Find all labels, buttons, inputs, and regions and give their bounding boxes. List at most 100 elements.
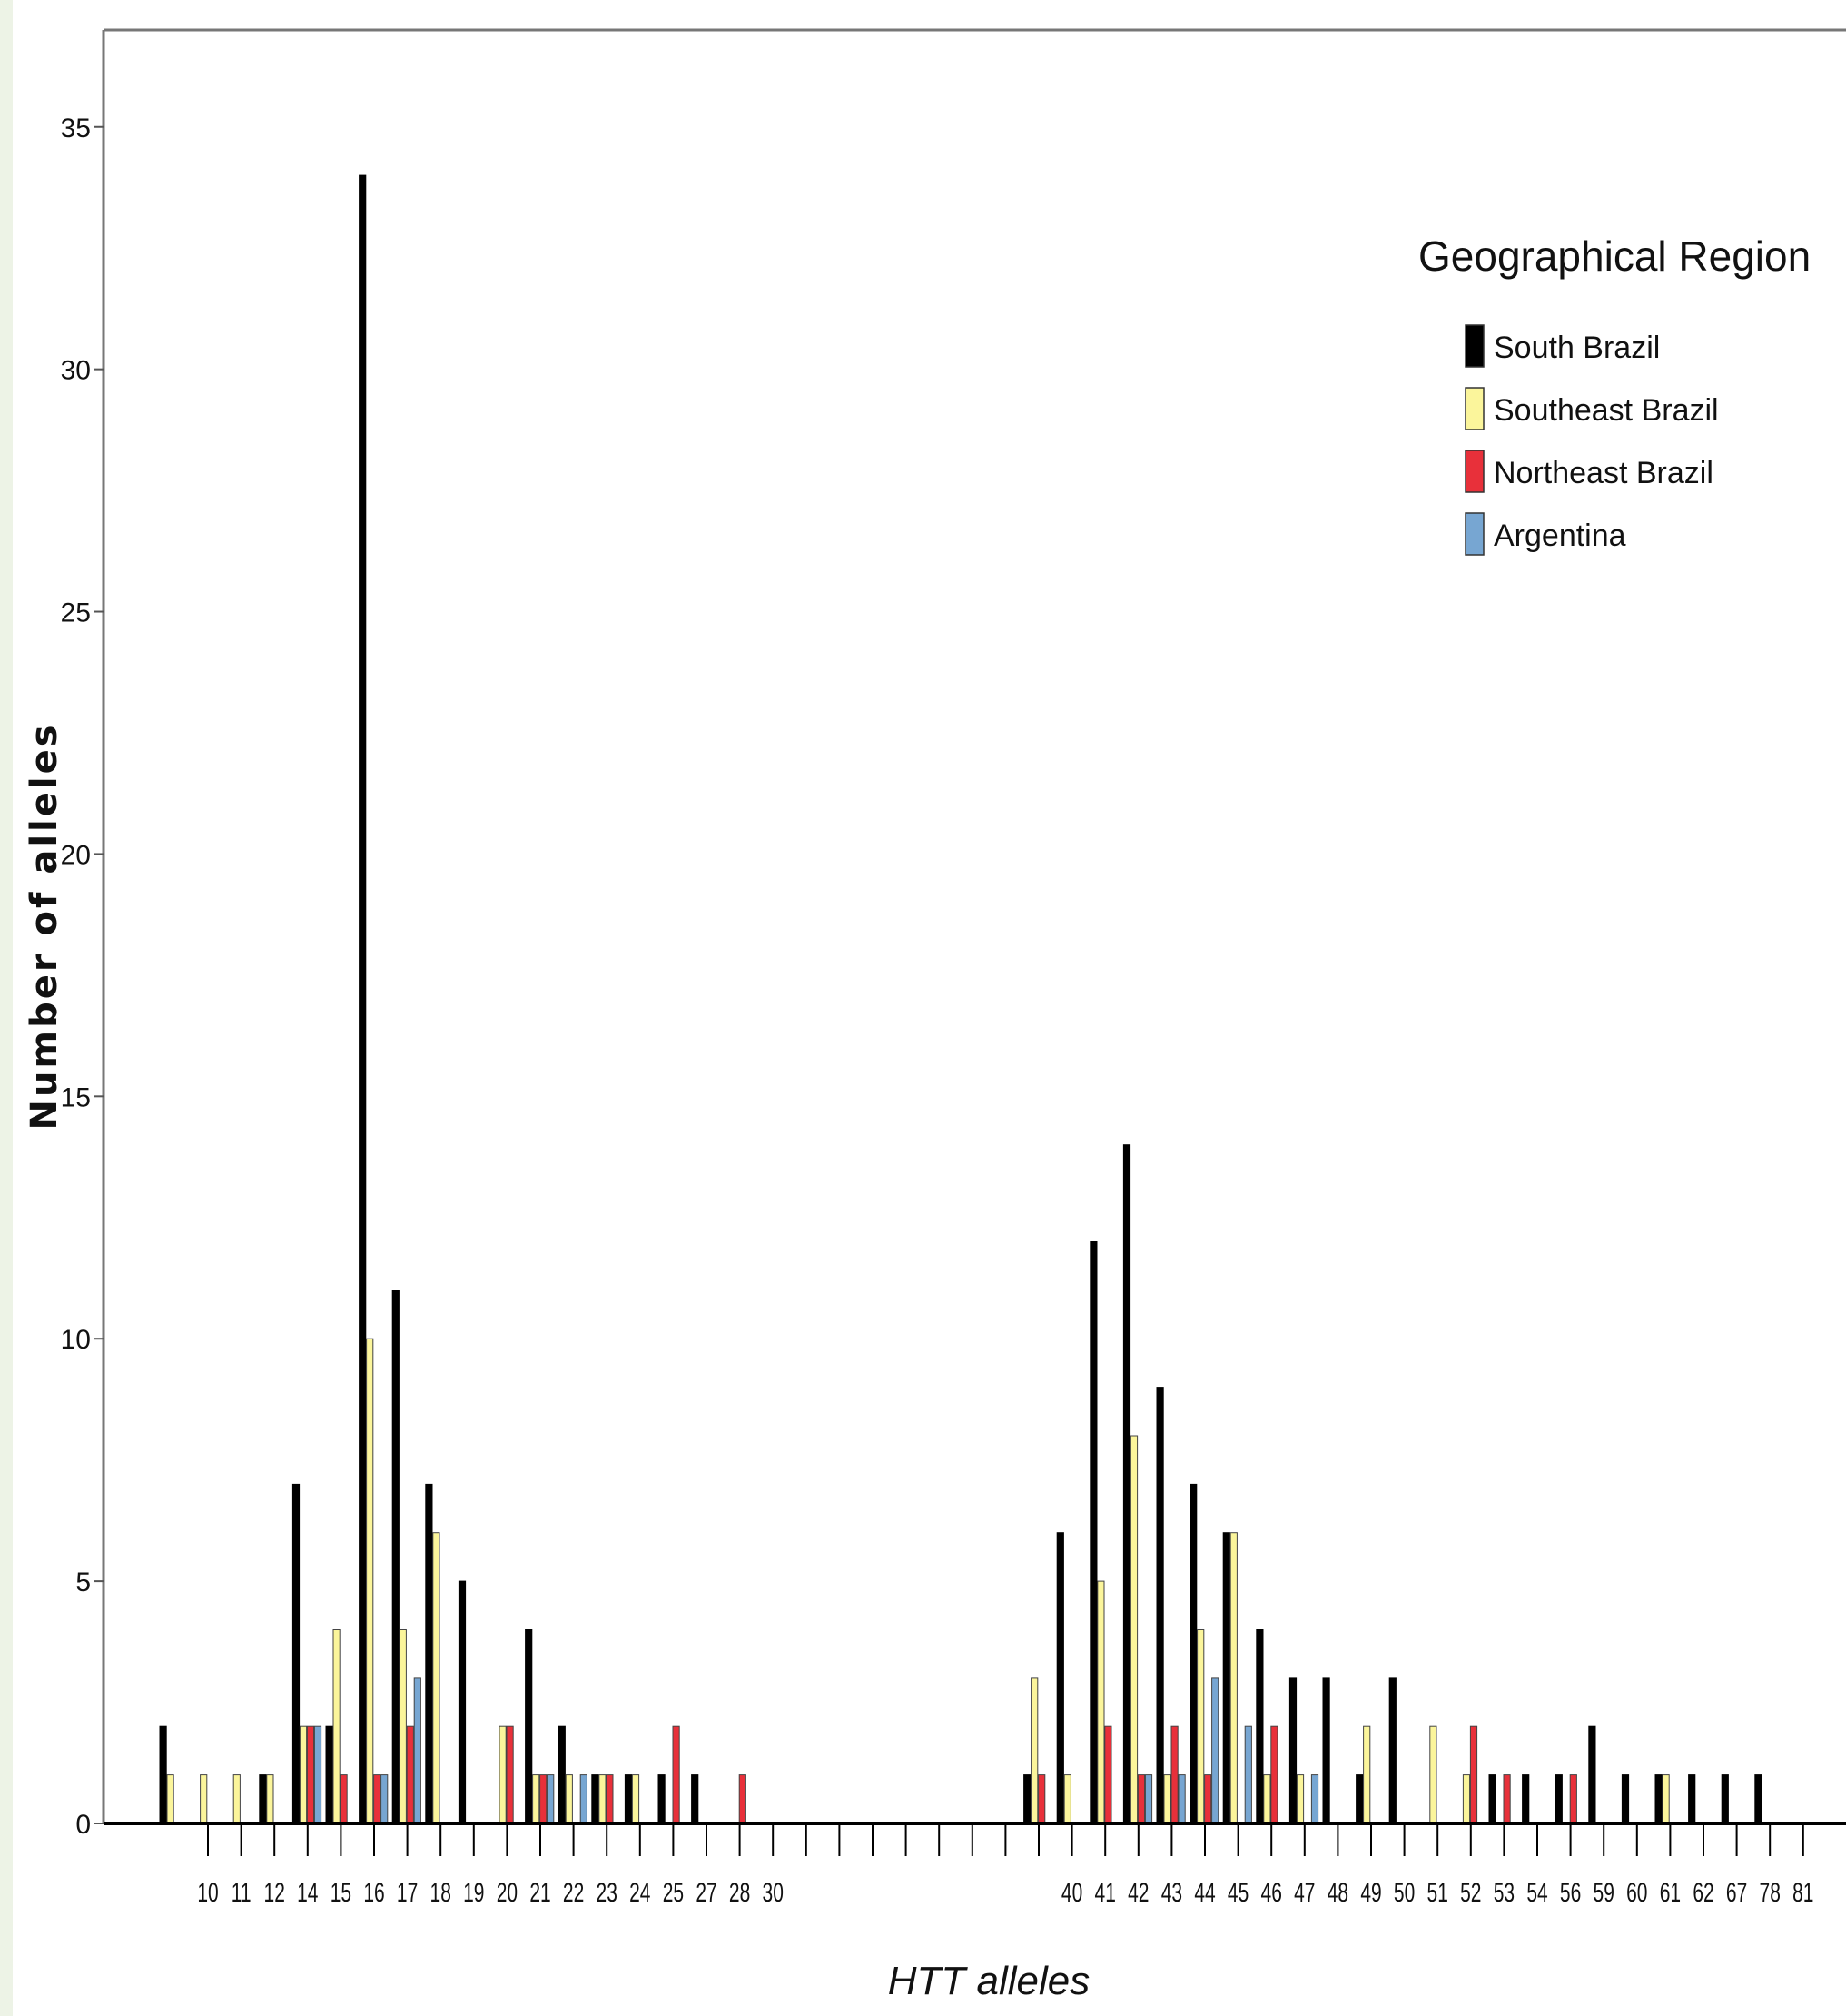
- bar-northeast-brazil-18: [406, 1725, 414, 1824]
- bar-northeast-brazil-21: [506, 1725, 514, 1824]
- bar-south-brazil-41: [1056, 1532, 1064, 1824]
- bar-southeast-brazil-41: [1063, 1774, 1071, 1824]
- bar-south-brazil-24: [591, 1774, 599, 1824]
- bar-southeast-brazil-17: [366, 1338, 374, 1824]
- y-tick-label: 20: [61, 840, 91, 870]
- x-tick-label: 40: [1061, 1879, 1082, 1908]
- bar-argentina-15: [313, 1725, 322, 1824]
- bar-south-brazil-28: [691, 1774, 699, 1824]
- bar-argentina-45: [1211, 1677, 1219, 1824]
- bar-southeast-brazil-25: [631, 1774, 640, 1824]
- bar-southeast-brazil-11: [200, 1774, 208, 1824]
- bar-northeast-brazil-53: [1469, 1725, 1478, 1824]
- x-tick-label: 46: [1261, 1879, 1282, 1908]
- bar-argentina-48: [1310, 1774, 1319, 1824]
- bar-argentina-23: [579, 1774, 587, 1824]
- bar-southeast-brazil-19: [432, 1532, 440, 1824]
- bar-south-brazil-48: [1288, 1677, 1298, 1824]
- bar-south-brazil-18: [391, 1290, 400, 1824]
- x-tick-label: 53: [1494, 1879, 1515, 1908]
- bar-south-brazil-50: [1356, 1774, 1364, 1824]
- bar-argentina-17: [380, 1774, 389, 1824]
- bar-south-brazil-67: [1688, 1774, 1696, 1824]
- bar-southeast-brazil-22: [532, 1774, 540, 1824]
- bar-southeast-brazil-46: [1229, 1532, 1238, 1824]
- bar-southeast-brazil-42: [1097, 1580, 1105, 1824]
- bar-south-brazil-44: [1156, 1387, 1164, 1824]
- legend-swatch-northeast-brazil: [1465, 450, 1485, 493]
- bar-south-brazil-45: [1190, 1483, 1198, 1824]
- bar-south-brazil-43: [1122, 1144, 1131, 1824]
- bar-northeast-brazil-54: [1503, 1774, 1511, 1824]
- bar-south-brazil-40: [1023, 1774, 1032, 1824]
- bar-south-brazil-54: [1488, 1774, 1496, 1824]
- bar-south-brazil-81: [1754, 1774, 1762, 1824]
- x-tick-label: 24: [629, 1879, 650, 1908]
- bar-south-brazil-49: [1322, 1677, 1330, 1824]
- bar-southeast-brazil-45: [1197, 1629, 1205, 1824]
- x-tick-label: 14: [297, 1879, 318, 1908]
- bar-southeast-brazil-62: [1662, 1774, 1670, 1824]
- bar-south-brazil-78: [1721, 1774, 1729, 1824]
- bar-southeast-brazil-14: [266, 1774, 274, 1824]
- x-tick-label: 11: [232, 1879, 252, 1908]
- bar-northeast-brazil-15: [306, 1725, 315, 1824]
- bar-argentina-18: [413, 1677, 421, 1824]
- y-tick-label: 15: [61, 1082, 91, 1112]
- x-tick-label: 42: [1128, 1879, 1149, 1908]
- legend: Geographical Region South Brazil Southeas…: [1418, 232, 1811, 556]
- bar-south-brazil-17: [359, 174, 367, 1824]
- bar-northeast-brazil-40: [1038, 1774, 1046, 1824]
- x-tick-label: 17: [397, 1879, 418, 1908]
- bar-northeast-brazil-45: [1204, 1774, 1212, 1824]
- x-tick-label: 41: [1095, 1879, 1116, 1908]
- x-tick-label: 52: [1460, 1879, 1481, 1908]
- bar-northeast-brazil-43: [1137, 1774, 1146, 1824]
- bar-south-brazil-27: [657, 1774, 666, 1824]
- bar-south-brazil-51: [1388, 1677, 1397, 1824]
- x-tick-label: 60: [1626, 1879, 1647, 1908]
- legend-swatch-south-brazil: [1465, 324, 1485, 368]
- bar-southeast-brazil-53: [1462, 1774, 1471, 1824]
- x-tick-label: 20: [497, 1879, 518, 1908]
- bar-northeast-brazil-17: [373, 1774, 381, 1824]
- legend-title: Geographical Region: [1418, 232, 1811, 280]
- x-tick-label: 56: [1560, 1879, 1581, 1908]
- legend-swatch-argentina: [1465, 512, 1485, 556]
- x-tick-label: 23: [597, 1879, 617, 1908]
- bar-southeast-brazil-18: [399, 1629, 407, 1824]
- y-tick-label: 0: [75, 1810, 91, 1840]
- bar-southeast-brazil-15: [299, 1725, 308, 1824]
- x-tick-label: 49: [1360, 1879, 1381, 1908]
- x-tick-label: 15: [331, 1879, 351, 1908]
- x-tick-label: 25: [663, 1879, 684, 1908]
- bar-southeast-brazil-16: [332, 1629, 341, 1824]
- x-tick-label: 28: [729, 1879, 750, 1908]
- bar-southeast-brazil-52: [1429, 1725, 1437, 1824]
- x-tick-label: 16: [363, 1879, 384, 1908]
- legend-items: South Brazil Southeast Brazil Northeast Br…: [1465, 324, 1719, 556]
- x-tick-label: 43: [1161, 1879, 1182, 1908]
- x-tick-label: 22: [563, 1879, 584, 1908]
- legend-label-northeast-brazil: Northeast Brazil: [1494, 456, 1713, 490]
- bar-south-brazil-23: [558, 1725, 566, 1824]
- legend-label-southeast-brazil: Southeast Brazil: [1494, 393, 1719, 428]
- bar-southeast-brazil-23: [565, 1774, 573, 1824]
- x-tick-label: 81: [1792, 1879, 1813, 1908]
- x-tick-label: 62: [1693, 1879, 1713, 1908]
- bar-southeast-brazil-21: [499, 1725, 507, 1824]
- x-tick-label: 10: [197, 1879, 218, 1908]
- x-axis: 10 11 12 14 15 16 17 18 19 20 21 22 23 24 25 27 28 30 40 41…: [104, 1822, 1846, 1908]
- bar-south-brazil-60: [1588, 1725, 1596, 1824]
- x-tick-label: 78: [1760, 1879, 1781, 1908]
- x-tick-label: 47: [1294, 1879, 1315, 1908]
- bar-northeast-brazil-27: [672, 1725, 680, 1824]
- bar-southeast-brazil-48: [1296, 1774, 1305, 1824]
- bar-south-brazil-47: [1256, 1629, 1264, 1824]
- bar-south-brazil-56: [1522, 1774, 1530, 1824]
- bar-south-brazil-59: [1555, 1774, 1563, 1824]
- bar-southeast-brazil-24: [598, 1774, 607, 1824]
- bar-south-brazil-42: [1090, 1241, 1098, 1824]
